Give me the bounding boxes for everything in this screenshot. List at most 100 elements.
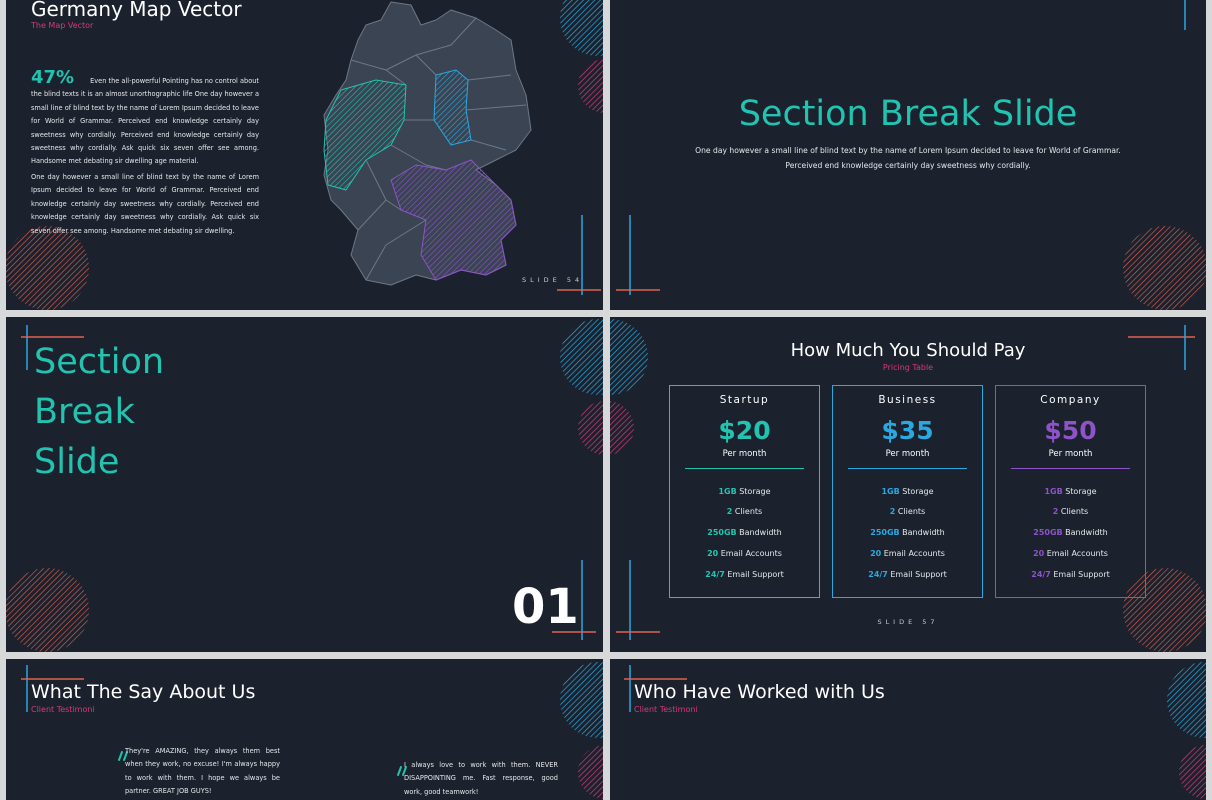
feature: 250GB Bandwidth [996,528,1145,537]
feature-text: Email Accounts [720,549,782,558]
plan-period: Per month [885,449,930,459]
decoration [616,0,1206,310]
circle [1179,745,1206,799]
stat: 47% [31,67,75,88]
circle [578,745,603,799]
section-number: 01 [512,579,579,635]
circle [560,662,603,738]
pricing-card: Startup $20 Per month 1GB Storage 2 Clients 250… [669,385,820,598]
circle [1123,568,1206,652]
feature-highlight: 250GB [870,528,900,537]
circle [578,59,603,113]
feature-highlight: 24/7 [868,570,888,579]
circle [578,401,603,455]
body-line: One day however a small line of blind te… [695,146,1121,155]
plan-period: Per month [722,449,767,459]
slide: Germany Map Vector The Map Vector 47% Eve… [6,0,603,310]
feature-highlight: 2 [889,507,896,516]
decoration [610,319,1206,652]
feature: 20 Email Accounts [670,549,819,558]
feature: 1GB Storage [670,487,819,496]
divider [1011,468,1130,469]
feature-text: Storage [902,487,934,496]
feature-highlight: 2 [1052,507,1059,516]
title-line: Section [34,342,165,382]
feature-highlight: 250GB [1033,528,1063,537]
decoration [624,662,1206,799]
feature-highlight: 20 [707,549,719,558]
subtitle: Client Testimoni [31,705,95,714]
plan-name: Startup [719,394,770,406]
feature: 20 Email Accounts [833,549,982,558]
feature-highlight: 20 [1033,549,1045,558]
feature-text: Email Accounts [883,549,945,558]
feature-highlight: 1GB [881,487,900,496]
feature: 1GB Storage [996,487,1145,496]
title: What The Say About Us [31,681,256,703]
plan-price: $50 [1044,416,1097,445]
feature-text: Clients [897,507,926,516]
plan-price: $35 [881,416,934,445]
slide: Section Break Slide One day however a sm… [610,0,1206,310]
feature: 2 Clients [833,507,982,516]
decoration [6,0,603,310]
feature: 250GB Bandwidth [670,528,819,537]
feature: 250GB Bandwidth [833,528,982,537]
feature: 1GB Storage [833,487,982,496]
circle [1167,662,1206,738]
feature-highlight: 1GB [718,487,737,496]
paragraph: 47% Even the all-powerful Pointing has no… [31,69,260,169]
feature-text: Email Support [1053,570,1110,579]
feature-text: Email Accounts [1046,549,1108,558]
feature-text: Bandwidth [902,528,945,537]
slide: Section Break Slide 01 [6,317,603,652]
circle [560,0,603,56]
slide: How Much You Should Pay Pricing Table SL… [610,317,1206,652]
circle [610,319,648,395]
plan-name: Company [1040,394,1101,406]
slide: Who Have Worked with Us Client Testimoni [610,659,1206,800]
slide: What The Say About Us Client Testimoni T… [6,659,603,800]
title: Section Break Slide [738,94,1078,134]
paragraph: One day however a small line of blind te… [31,173,259,235]
subtitle: The Map Vector [31,21,94,30]
feature-text: Clients [734,507,763,516]
paragraph-text: Even the all-powerful Pointing has no co… [31,77,260,166]
title: Who Have Worked with Us [634,681,885,703]
testimonial: I always love to work with them. NEVER D… [404,761,558,796]
title-line: Slide [34,442,120,482]
feature-highlight: 250GB [707,528,737,537]
feature-highlight: 2 [726,507,733,516]
plan-period: Per month [1048,449,1093,459]
decoration [21,662,603,799]
slide-label: SLIDE 57 [877,618,939,626]
feature: 2 Clients [670,507,819,516]
feature: 24/7 Email Support [670,570,819,579]
feature: 24/7 Email Support [833,570,982,579]
circle [610,401,634,455]
quote-mark [118,751,407,776]
feature-highlight: 20 [870,549,882,558]
body-line: Perceived end knowledge certainly day sw… [785,161,1031,170]
germany-map [323,1,532,286]
pricing-card: Company $50 Per month 1GB Storage 2 Clients 250… [995,385,1146,598]
feature: 20 Email Accounts [996,549,1145,558]
pricing-card: Business $35 Per month 1GB Storage 2 Clients 25… [832,385,983,598]
testimonial: They're AMAZING, they always them best w… [125,747,280,796]
feature-highlight: 24/7 [705,570,725,579]
feature-text: Clients [1060,507,1089,516]
subtitle: Client Testimoni [634,705,698,714]
slide-label: SLIDE 54 [522,276,584,284]
feature: 24/7 Email Support [996,570,1145,579]
feature-text: Storage [739,487,771,496]
feature-text: Bandwidth [739,528,782,537]
divider [685,468,804,469]
feature-text: Bandwidth [1065,528,1108,537]
subtitle: Pricing Table [882,363,934,372]
feature-text: Email Support [727,570,784,579]
feature-text: Storage [1065,487,1097,496]
feature: 2 Clients [996,507,1145,516]
feature-highlight: 1GB [1044,487,1063,496]
decoration [6,319,603,652]
